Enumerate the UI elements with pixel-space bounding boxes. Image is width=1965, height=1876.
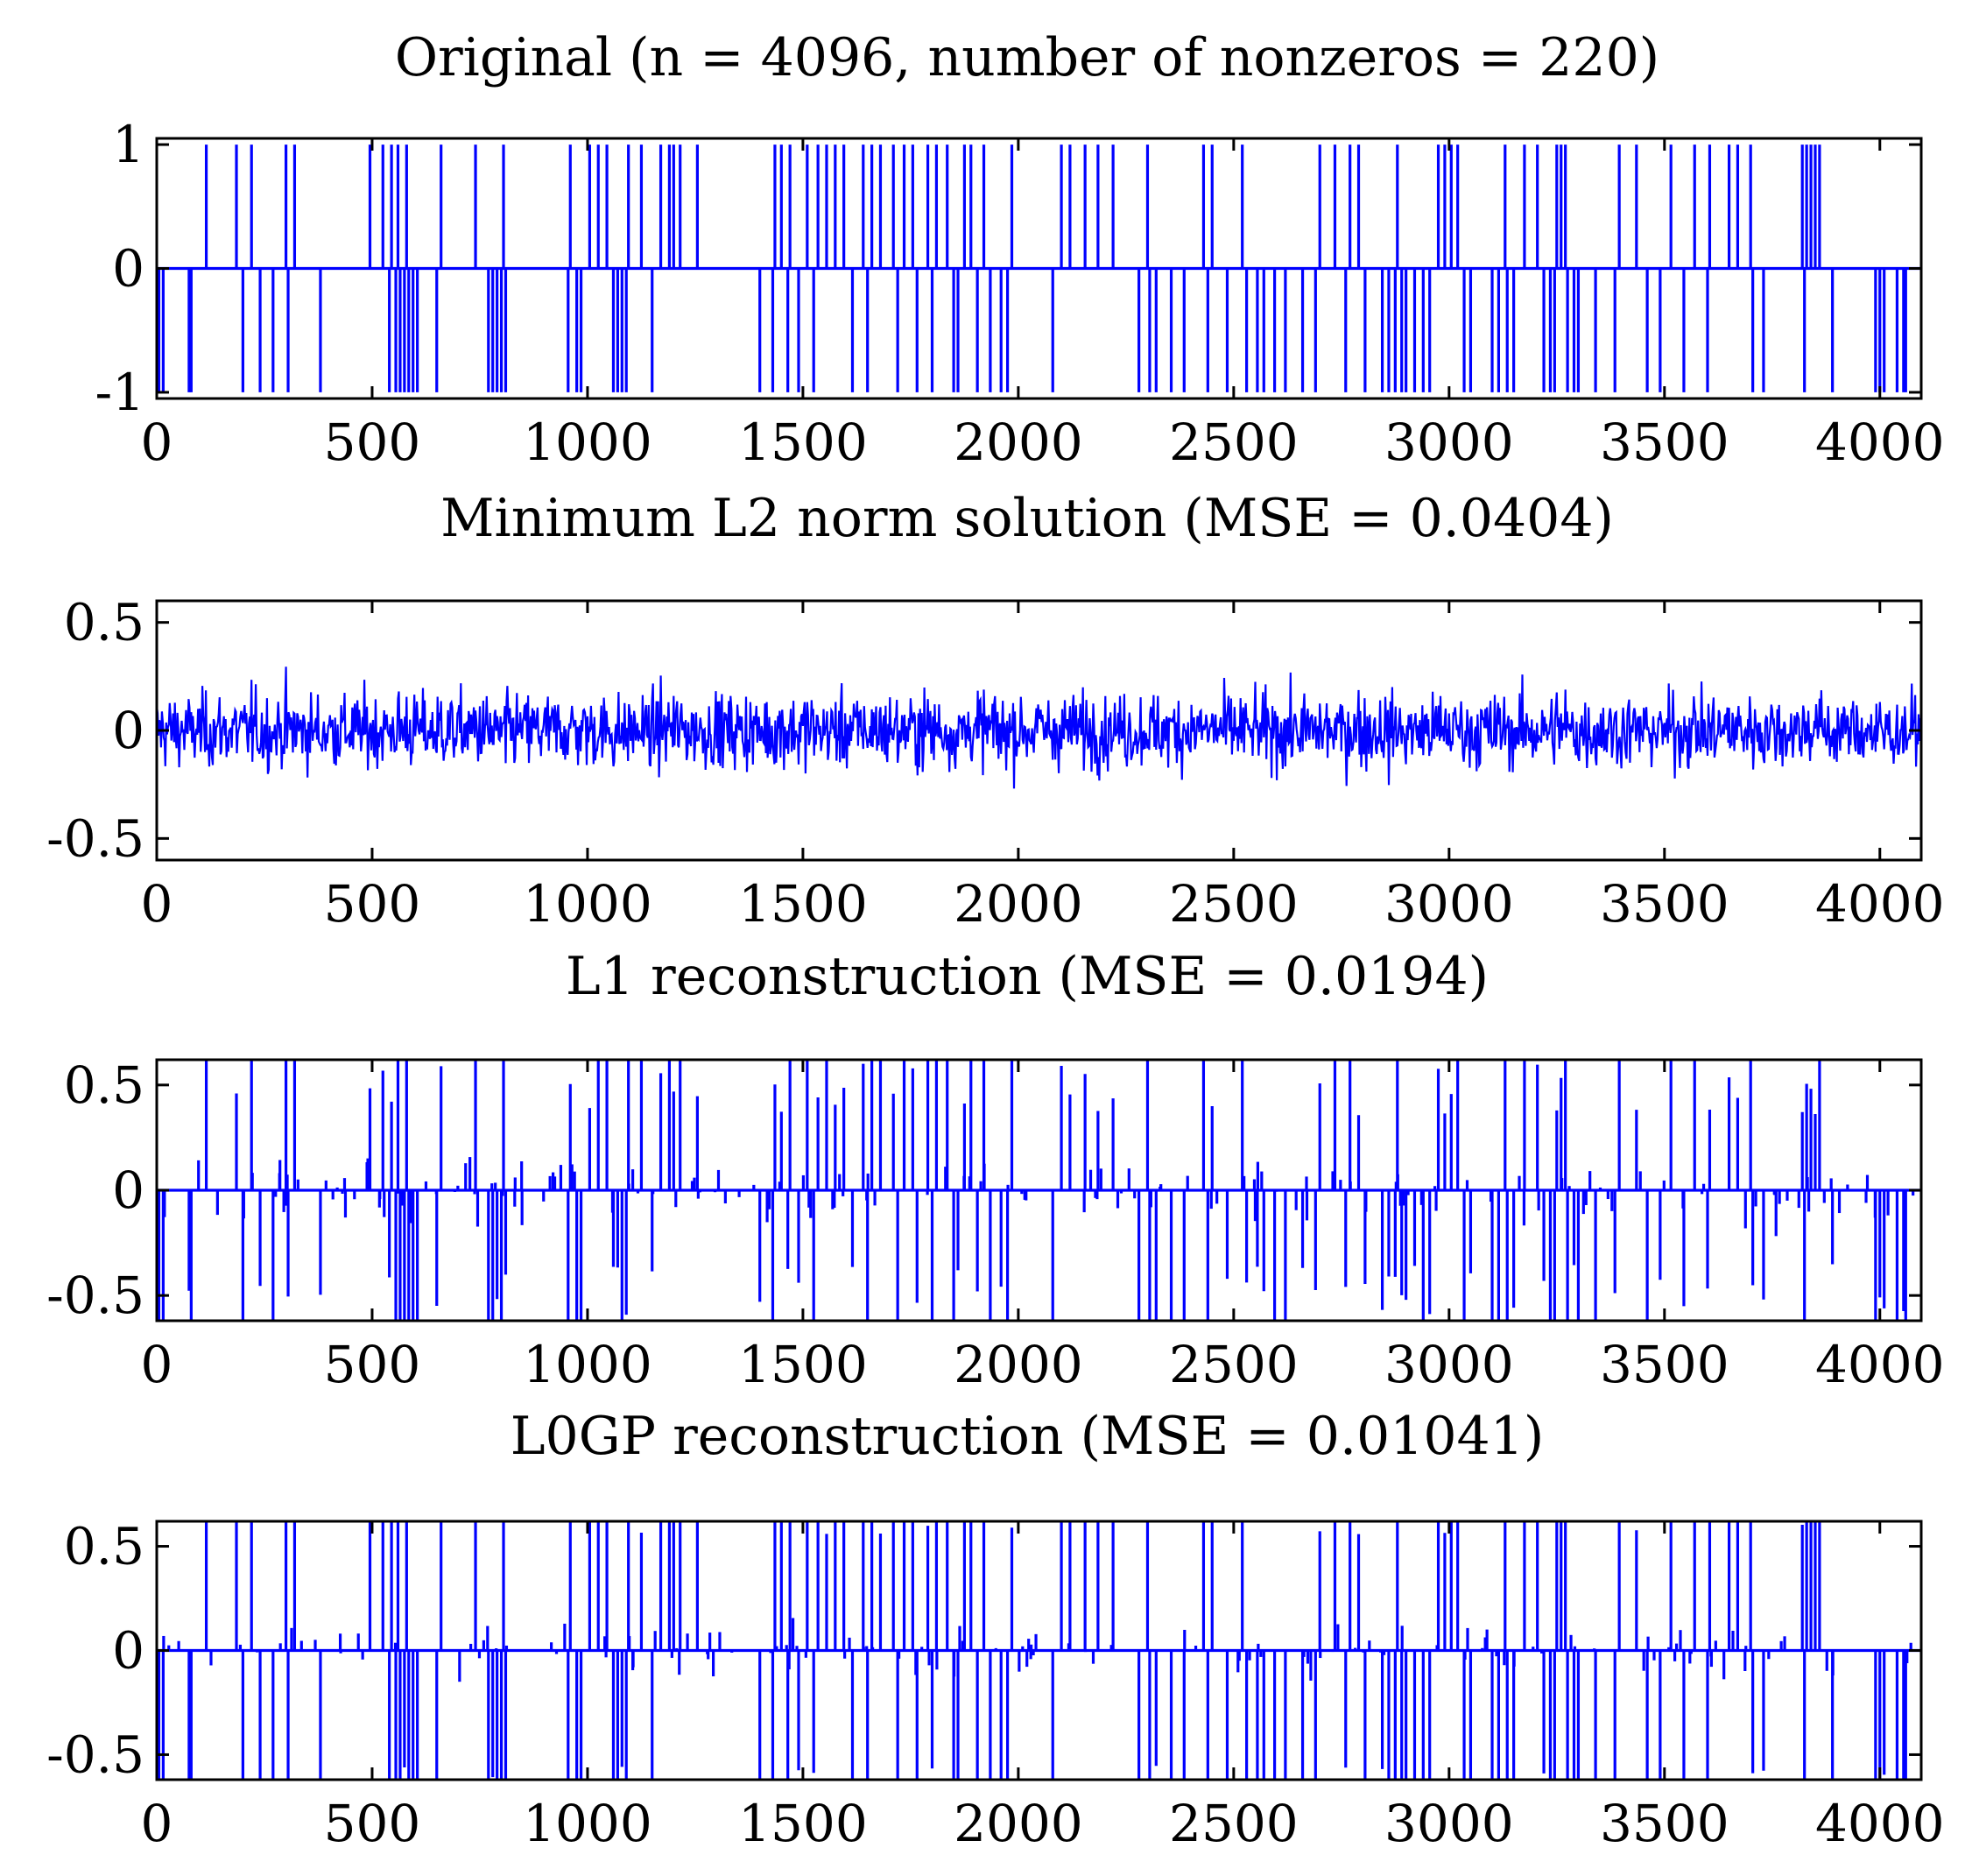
x-tick-label: 4000 xyxy=(1815,413,1945,472)
x-tick-label: 500 xyxy=(324,1335,421,1394)
x-tick-label: 4000 xyxy=(1815,1335,1945,1394)
y-tick-label: 0.5 xyxy=(64,1055,144,1115)
x-tick-label: 3000 xyxy=(1384,1335,1514,1394)
x-tick-label: 2000 xyxy=(954,1794,1083,1853)
panel-min-l2: Minimum L2 norm solution (MSE = 0.0404) … xyxy=(46,488,1944,934)
panel-l1: L1 reconstruction (MSE = 0.0194) 0 500 100… xyxy=(46,946,1944,1394)
y-tick-label: -1 xyxy=(95,363,145,422)
x-tick-label: 0 xyxy=(141,1794,173,1853)
x-tick-label: 1000 xyxy=(523,1794,652,1853)
x-tick-label: 1500 xyxy=(738,1335,868,1394)
y-tick-label: -0.5 xyxy=(46,1724,144,1784)
x-tick-label: 1000 xyxy=(523,413,652,472)
x-tick-label: 2500 xyxy=(1169,1335,1299,1394)
x-tick-label: 3500 xyxy=(1600,1335,1729,1394)
x-tick-label: 4000 xyxy=(1815,874,1945,934)
y-tick-label: -0.5 xyxy=(46,808,144,868)
y-tick-label: -0.5 xyxy=(46,1266,144,1325)
x-tick-label: 500 xyxy=(324,874,421,934)
axes: 0 500 1000 1500 2000 2500 3000 3500 4000 0.5 0 -0.5 xyxy=(46,1055,1944,1394)
x-tick-label: 1500 xyxy=(738,1794,868,1853)
x-tick-label: 3500 xyxy=(1600,874,1729,934)
x-tick-label: 500 xyxy=(324,1794,421,1853)
chart-title: L0GP reconstruction (MSE = 0.01041) xyxy=(511,1406,1545,1467)
x-tick-label: 1500 xyxy=(738,874,868,934)
x-tick-label: 0 xyxy=(141,413,173,472)
axes: 0 500 1000 1500 2000 2500 3000 3500 4000 0.5 0 -0.5 xyxy=(46,1517,1944,1853)
x-tick-label: 2500 xyxy=(1169,413,1299,472)
l2-solution-line xyxy=(155,666,1922,789)
x-tick-label: 2500 xyxy=(1169,1794,1299,1853)
x-tick-label: 3000 xyxy=(1384,874,1514,934)
x-tick-label: 2000 xyxy=(954,413,1083,472)
x-tick-label: 3000 xyxy=(1384,1794,1514,1853)
series-marks xyxy=(156,1060,1921,1321)
y-tick-label: 0.5 xyxy=(64,593,144,652)
x-tick-label: 3500 xyxy=(1600,413,1729,472)
chart-title: Minimum L2 norm solution (MSE = 0.0404) xyxy=(440,488,1614,549)
chart-title: Original (n = 4096, number of nonzeros =… xyxy=(395,27,1659,88)
x-tick-label: 2500 xyxy=(1169,874,1299,934)
x-tick-label: 0 xyxy=(141,1335,173,1394)
x-tick-label: 500 xyxy=(324,413,421,472)
x-tick-label: 4000 xyxy=(1815,1794,1945,1853)
y-tick-label: 0 xyxy=(112,701,144,760)
series-marks xyxy=(155,666,1922,789)
y-tick-label: 1 xyxy=(112,115,144,174)
y-tick-label: 0.5 xyxy=(64,1517,144,1576)
panel-original: Original (n = 4096, number of nonzeros =… xyxy=(95,27,1945,472)
x-tick-label: 3500 xyxy=(1600,1794,1729,1853)
series-marks xyxy=(157,1521,1921,1780)
y-tick-label: 0 xyxy=(112,1621,144,1681)
chart-title: L1 reconstruction (MSE = 0.0194) xyxy=(566,946,1489,1007)
x-tick-label: 2000 xyxy=(954,1335,1083,1394)
x-tick-label: 2000 xyxy=(954,874,1083,934)
y-tick-label: 0 xyxy=(112,1160,144,1220)
x-tick-label: 1000 xyxy=(523,1335,652,1394)
x-tick-label: 1000 xyxy=(523,874,652,934)
panel-l0gp: L0GP reconstruction (MSE = 0.01041) 0 500… xyxy=(46,1406,1944,1853)
series-marks xyxy=(157,145,1921,392)
x-tick-label: 3000 xyxy=(1384,413,1514,472)
y-tick-label: 0 xyxy=(112,239,144,299)
x-tick-label: 0 xyxy=(141,874,173,934)
x-tick-label: 1500 xyxy=(738,413,868,472)
